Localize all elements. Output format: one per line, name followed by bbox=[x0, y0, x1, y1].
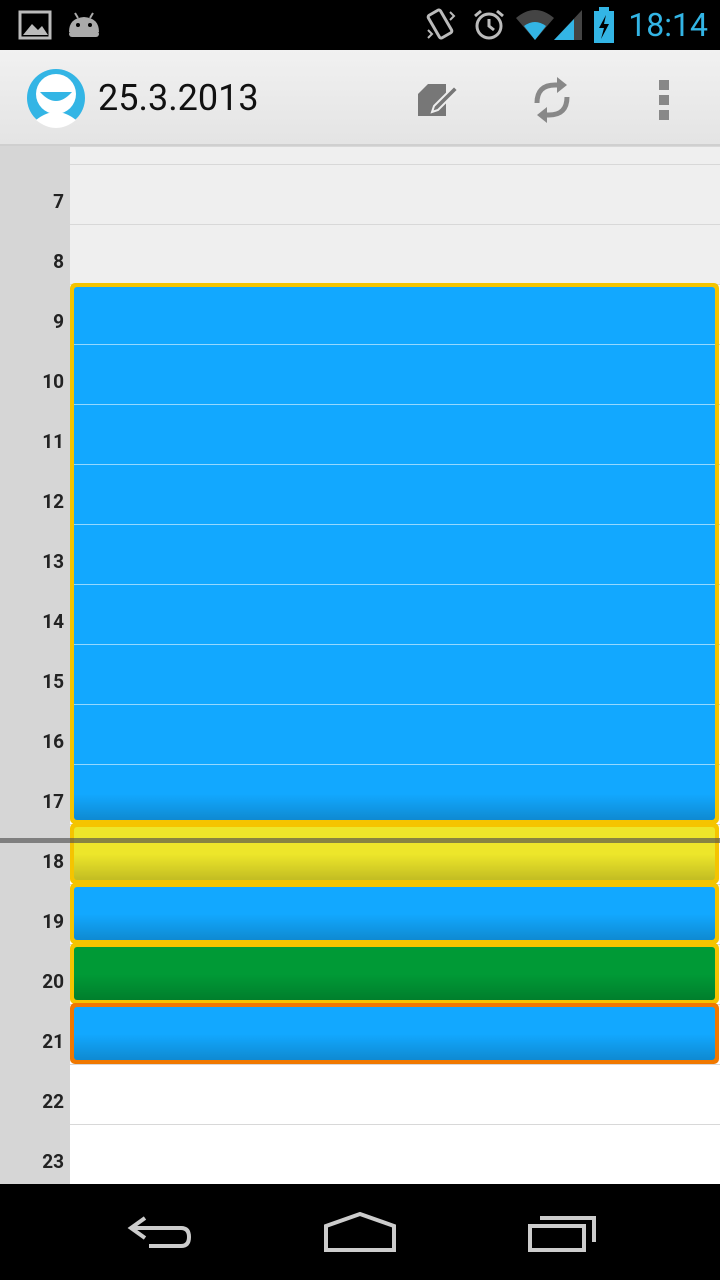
wifi-icon bbox=[514, 8, 556, 46]
calendar-event[interactable] bbox=[70, 883, 719, 944]
hour-label: 20 bbox=[42, 970, 64, 993]
event-hour-line bbox=[74, 704, 715, 705]
hour-label: 22 bbox=[42, 1090, 64, 1113]
hour-label: 16 bbox=[42, 730, 64, 753]
hour-label: 7 bbox=[53, 190, 64, 213]
day-view[interactable]: 7 8 9 10 11 12 13 14 15 16 17 18 19 20 21 22 23 bbox=[0, 146, 720, 1184]
event-hour-line bbox=[74, 464, 715, 465]
event-hour-line bbox=[74, 404, 715, 405]
event-fill bbox=[74, 287, 715, 820]
hour-label: 17 bbox=[42, 790, 64, 813]
hour-label: 9 bbox=[53, 310, 64, 333]
back-icon[interactable] bbox=[110, 1206, 210, 1258]
hour-label: 18 bbox=[42, 850, 64, 873]
sync-icon[interactable] bbox=[522, 70, 582, 130]
hour-line bbox=[70, 1124, 720, 1125]
vibrate-icon bbox=[424, 6, 458, 48]
android-icon bbox=[66, 10, 102, 44]
overflow-menu-icon[interactable] bbox=[634, 70, 694, 130]
app-icon[interactable] bbox=[26, 68, 86, 128]
hour-label: 14 bbox=[42, 610, 64, 633]
signal-icon bbox=[552, 8, 584, 46]
event-fill bbox=[74, 1007, 715, 1060]
alarm-icon bbox=[472, 8, 506, 46]
hour-label: 19 bbox=[42, 910, 64, 933]
event-fill bbox=[74, 947, 715, 1000]
event-hour-line bbox=[74, 524, 715, 525]
event-fill bbox=[74, 827, 715, 880]
hour-label: 21 bbox=[42, 1030, 64, 1053]
action-bar: 25.3.2013 bbox=[0, 50, 720, 146]
hour-label: 23 bbox=[42, 1150, 64, 1173]
status-time: 18:14 bbox=[628, 6, 708, 44]
navigation-bar bbox=[0, 1184, 720, 1280]
event-fill bbox=[74, 887, 715, 940]
hour-line bbox=[70, 164, 720, 165]
event-hour-line bbox=[74, 644, 715, 645]
hour-label: 13 bbox=[42, 550, 64, 573]
calendar-event[interactable] bbox=[70, 283, 719, 824]
home-icon[interactable] bbox=[310, 1206, 410, 1258]
calendar-event[interactable] bbox=[70, 1003, 719, 1064]
edit-icon[interactable] bbox=[408, 70, 468, 130]
hour-label: 15 bbox=[42, 670, 64, 693]
event-hour-line bbox=[74, 344, 715, 345]
battery-charging-icon bbox=[592, 6, 616, 48]
event-hour-line bbox=[74, 584, 715, 585]
hour-label: 12 bbox=[42, 490, 64, 513]
recent-apps-icon[interactable] bbox=[512, 1206, 612, 1258]
calendar-event[interactable] bbox=[70, 943, 719, 1004]
hour-label: 11 bbox=[42, 430, 64, 453]
hour-column: 7 8 9 10 11 12 13 14 15 16 17 18 19 20 21 22 23 bbox=[0, 146, 70, 1184]
current-time-indicator bbox=[0, 838, 720, 843]
hour-line bbox=[70, 1064, 720, 1065]
calendar-event[interactable] bbox=[70, 823, 719, 884]
status-bar: 18:14 bbox=[0, 0, 720, 50]
day-grid[interactable] bbox=[70, 146, 720, 1184]
hour-line bbox=[70, 146, 720, 147]
non-working-hours bbox=[70, 146, 720, 284]
hour-line bbox=[70, 224, 720, 225]
page-title: 25.3.2013 bbox=[98, 77, 259, 119]
hour-label: 10 bbox=[42, 370, 64, 393]
hour-label: 8 bbox=[53, 250, 64, 273]
event-hour-line bbox=[74, 764, 715, 765]
image-icon bbox=[18, 10, 52, 44]
